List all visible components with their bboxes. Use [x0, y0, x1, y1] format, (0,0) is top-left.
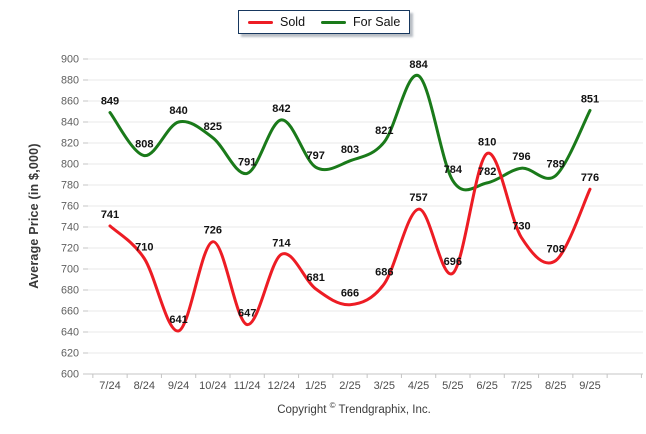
data-label-sold: 757: [409, 192, 427, 204]
data-label-for-sale: 851: [581, 93, 599, 105]
y-tick-label: 700: [61, 264, 79, 276]
y-tick-label: 740: [61, 222, 79, 234]
x-tick-label: 10/24: [199, 380, 227, 392]
x-tick-label: 2/25: [339, 380, 360, 392]
legend: Sold For Sale: [238, 10, 411, 34]
y-tick-label: 760: [61, 201, 79, 213]
x-tick-label: 9/25: [579, 380, 600, 392]
data-label-sold: 696: [444, 256, 462, 268]
copyright-text: Copyright © Trendgraphix, Inc.: [0, 401, 646, 416]
y-tick-label: 860: [61, 96, 79, 108]
data-label-for-sale: 789: [547, 159, 565, 171]
data-label-for-sale: 791: [238, 156, 256, 168]
y-tick-label: 600: [61, 369, 79, 381]
y-tick-label: 840: [61, 117, 79, 129]
x-tick-label: 1/25: [305, 380, 326, 392]
y-tick-label: 800: [61, 159, 79, 171]
x-tick-label: 5/25: [442, 380, 463, 392]
data-label-for-sale: 782: [478, 166, 496, 178]
x-tick-label: 8/24: [134, 380, 155, 392]
data-label-for-sale: 825: [204, 121, 222, 133]
legend-label-for-sale: For Sale: [353, 14, 401, 29]
x-tick-label: 12/24: [268, 380, 296, 392]
x-tick-label: 9/24: [168, 380, 189, 392]
data-label-for-sale: 849: [101, 96, 119, 108]
x-tick-label: 7/24: [99, 380, 120, 392]
x-tick-label: 7/25: [511, 380, 532, 392]
data-label-sold: 810: [478, 137, 496, 149]
legend-label-sold: Sold: [280, 14, 306, 29]
data-label-sold: 776: [581, 172, 599, 184]
data-label-sold: 708: [547, 244, 565, 256]
legend-swatch-for-sale: [321, 20, 347, 24]
x-tick-label: 8/25: [545, 380, 566, 392]
data-label-sold: 686: [375, 267, 393, 279]
copyright-prefix: Copyright: [277, 403, 327, 416]
data-label-sold: 730: [512, 221, 530, 233]
data-label-sold: 647: [238, 308, 256, 320]
data-label-sold: 681: [307, 272, 325, 284]
y-tick-label: 880: [61, 75, 79, 87]
data-label-for-sale: 784: [444, 164, 463, 176]
legend-swatch-sold: [248, 20, 273, 24]
y-tick-label: 660: [61, 306, 79, 318]
y-tick-label: 820: [61, 138, 79, 150]
series-line-for-sale: [108, 74, 592, 192]
data-label-for-sale: 884: [409, 59, 428, 71]
data-label-sold: 741: [101, 209, 119, 221]
data-label-sold: 666: [341, 288, 359, 300]
series-line-sold: [108, 151, 592, 333]
data-label-for-sale: 808: [135, 139, 153, 151]
data-label-sold: 714: [272, 237, 291, 249]
data-label-for-sale: 840: [169, 105, 187, 117]
data-label-for-sale: 803: [341, 144, 359, 156]
x-tick-label: 6/25: [476, 380, 497, 392]
data-label-for-sale: 821: [375, 125, 393, 137]
data-label-for-sale: 796: [512, 151, 530, 163]
legend-item-for-sale: For Sale: [321, 16, 400, 29]
y-tick-label: 780: [61, 180, 79, 192]
y-tick-label: 900: [61, 54, 79, 66]
data-label-for-sale: 842: [272, 103, 290, 115]
x-tick-label: 3/25: [374, 380, 395, 392]
y-tick-label: 640: [61, 327, 79, 339]
data-label-sold: 641: [169, 314, 187, 326]
data-label-for-sale: 797: [307, 150, 325, 162]
data-label-sold: 710: [135, 242, 153, 254]
x-tick-label: 11/24: [234, 380, 261, 392]
copyright-company: Trendgraphix, Inc.: [338, 403, 431, 416]
y-tick-label: 720: [61, 243, 79, 255]
copyright-symbol: ©: [329, 401, 336, 410]
legend-item-sold: Sold: [248, 16, 305, 29]
data-label-sold: 726: [204, 225, 222, 237]
x-tick-label: 4/25: [408, 380, 429, 392]
y-tick-label: 680: [61, 285, 79, 297]
y-tick-label: 620: [61, 348, 79, 360]
